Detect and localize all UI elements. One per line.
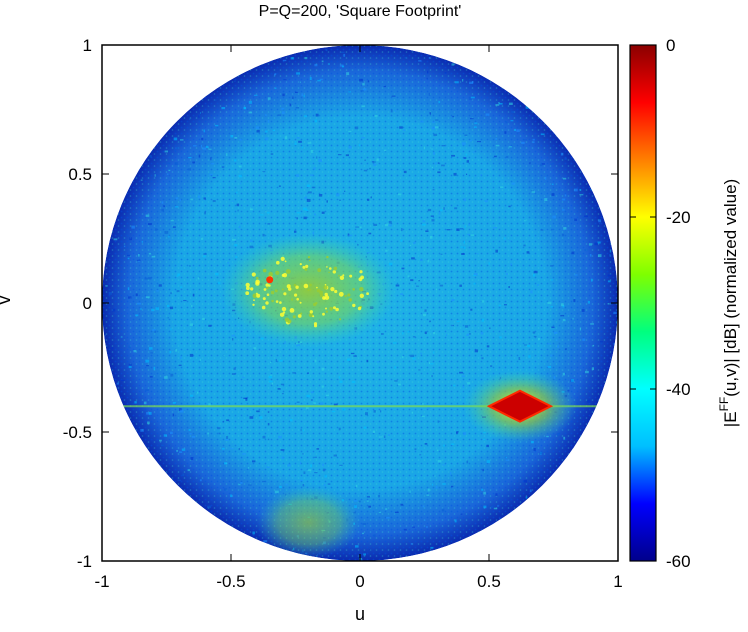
colorbar-tick-label: -60 [666,552,691,571]
sidelobe-lower [256,486,360,559]
y-tick-label: 0 [83,294,92,313]
y-axis-label: v [0,296,14,305]
cloud-speckles [245,255,369,328]
main-beam [486,389,554,423]
x-tick-label: 1 [613,572,622,591]
colorbar-ticks: 0 -20 -40 -60 [630,36,691,571]
spot [266,276,274,284]
y-tick-label: -1 [77,552,92,571]
y-axis: 1 0.5 0 -0.5 -1 [63,36,618,571]
colorbar-label-rest: (u,v)| [dB] (normalized value) [721,179,740,397]
chart-title: P=Q=200, 'Square Footprint' [259,3,462,20]
colorbar-label: |EFF(u,v)| [dB] (normalized value) [717,179,740,427]
colorbar-label-base: |E [721,411,740,427]
colorbar-tick-label: -40 [666,380,691,399]
colorbar-tick-label: -20 [666,208,691,227]
y-tick-label: -0.5 [63,423,92,442]
x-tick-label: -0.5 [216,572,245,591]
colorbar-label-sup: FF [717,397,731,412]
x-axis-label: u [355,604,365,624]
colorbar-tick-label: 0 [666,36,675,55]
y-tick-label: 0.5 [68,165,92,184]
x-axis: -1 -0.5 0 0.5 1 [94,45,623,591]
plot-area: -1 -0.5 0 0.5 1 1 0.5 0 -0.5 -1 [63,36,623,591]
y-tick-label: 1 [83,36,92,55]
x-tick-label: 0.5 [477,572,501,591]
x-tick-label: 0 [355,572,364,591]
x-tick-label: -1 [94,572,109,591]
colorbar: 0 -20 -40 -60 |EFF(u,v)| [dB] (normalized v… [629,36,740,571]
heatmap [102,45,618,561]
colorbar-scale [629,44,657,562]
